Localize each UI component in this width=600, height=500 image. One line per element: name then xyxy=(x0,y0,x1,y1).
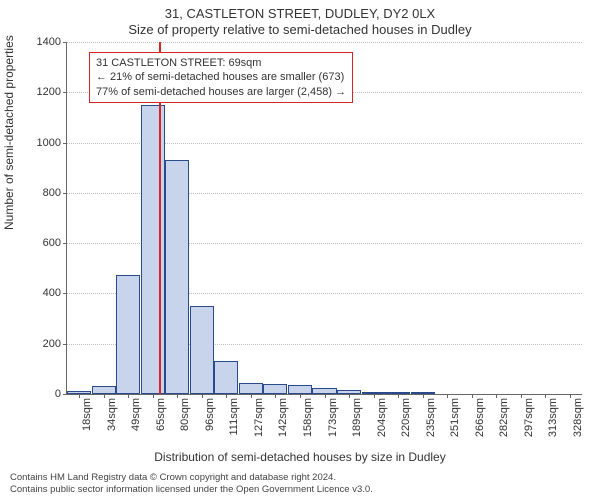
xtick-mark xyxy=(521,394,522,398)
xtick-label: 235sqm xyxy=(425,394,437,437)
bar xyxy=(190,306,214,394)
xtick-label: 96sqm xyxy=(204,394,216,431)
xtick-mark xyxy=(472,394,473,398)
xtick-mark xyxy=(423,394,424,398)
xtick-mark xyxy=(300,394,301,398)
xtick-label: 220sqm xyxy=(400,394,412,437)
xtick-label: 313sqm xyxy=(547,394,559,437)
xtick-label: 158sqm xyxy=(302,394,314,437)
bar xyxy=(92,386,116,394)
ytick-label: 0 xyxy=(55,388,67,400)
annotation-line3: 77% of semi-detached houses are larger (… xyxy=(96,85,346,99)
xtick-label: 204sqm xyxy=(376,394,388,437)
xtick-label: 142sqm xyxy=(277,394,289,437)
xtick-label: 49sqm xyxy=(130,394,142,431)
ytick-label: 1200 xyxy=(37,86,67,98)
xtick-label: 282sqm xyxy=(498,394,510,437)
xtick-label: 18sqm xyxy=(81,394,93,431)
bar xyxy=(263,384,287,394)
ytick-label: 1000 xyxy=(37,137,67,149)
xtick-label: 251sqm xyxy=(449,394,461,437)
chart-subtitle: Size of property relative to semi-detach… xyxy=(0,22,600,37)
bar xyxy=(165,160,189,394)
bar xyxy=(288,385,312,394)
ytick-label: 200 xyxy=(43,338,67,350)
footer-text: Contains HM Land Registry data © Crown c… xyxy=(10,472,590,496)
bar xyxy=(214,361,238,394)
ytick-label: 800 xyxy=(43,187,67,199)
xtick-mark xyxy=(496,394,497,398)
footer-line1: Contains HM Land Registry data © Crown c… xyxy=(10,472,590,484)
xtick-mark xyxy=(325,394,326,398)
grid-line xyxy=(67,42,582,43)
ytick-label: 600 xyxy=(43,237,67,249)
chart-container: 31, CASTLETON STREET, DUDLEY, DY2 0LX Si… xyxy=(0,0,600,500)
plot-area: 020040060080010001200140018sqm34sqm49sqm… xyxy=(66,42,582,395)
xtick-mark xyxy=(202,394,203,398)
xtick-label: 80sqm xyxy=(179,394,191,431)
xtick-label: 328sqm xyxy=(572,394,584,437)
xtick-label: 173sqm xyxy=(327,394,339,437)
ytick-label: 400 xyxy=(43,287,67,299)
xtick-label: 127sqm xyxy=(253,394,265,437)
xtick-mark xyxy=(104,394,105,398)
annotation-box: 31 CASTLETON STREET: 69sqm ← 21% of semi… xyxy=(89,52,353,103)
xtick-label: 34sqm xyxy=(106,394,118,431)
y-axis-label: Number of semi-detached properties xyxy=(2,35,16,230)
xtick-mark xyxy=(251,394,252,398)
xtick-label: 266sqm xyxy=(474,394,486,437)
xtick-mark xyxy=(447,394,448,398)
xtick-label: 297sqm xyxy=(523,394,535,437)
xtick-mark xyxy=(153,394,154,398)
xtick-label: 111sqm xyxy=(228,394,240,436)
xtick-mark xyxy=(374,394,375,398)
bar xyxy=(116,275,140,394)
xtick-mark xyxy=(570,394,571,398)
x-axis-label: Distribution of semi-detached houses by … xyxy=(0,450,600,464)
bar xyxy=(239,383,263,394)
annotation-line2: ← 21% of semi-detached houses are smalle… xyxy=(96,70,346,84)
xtick-label: 65sqm xyxy=(155,394,167,431)
xtick-mark xyxy=(349,394,350,398)
xtick-label: 189sqm xyxy=(351,394,363,437)
footer-line2: Contains public sector information licen… xyxy=(10,484,590,496)
chart-title: 31, CASTLETON STREET, DUDLEY, DY2 0LX xyxy=(0,6,600,21)
xtick-mark xyxy=(398,394,399,398)
ytick-label: 1400 xyxy=(37,36,67,48)
annotation-line1: 31 CASTLETON STREET: 69sqm xyxy=(96,56,346,70)
